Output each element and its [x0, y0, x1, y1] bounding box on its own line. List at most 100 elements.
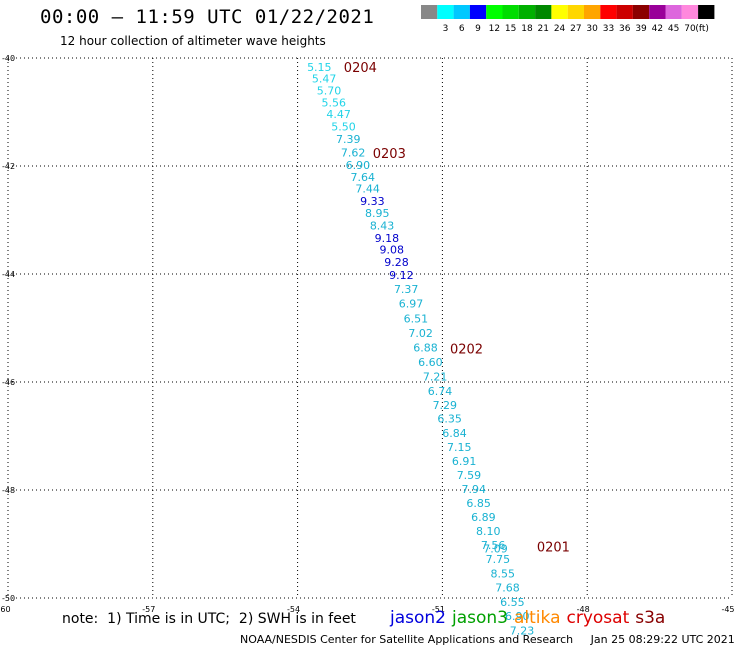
wave-height-value: 8.10 — [476, 525, 501, 538]
y-tick-label: -46 — [2, 378, 15, 387]
colorbar-swatch — [665, 5, 682, 19]
y-tick-label: -44 — [2, 270, 15, 279]
wave-height-value: 7.29 — [433, 399, 458, 412]
time-label: 0202 — [450, 343, 483, 358]
wave-height-value: 7.56 — [481, 539, 506, 552]
wave-height-value: 7.39 — [336, 133, 361, 146]
x-tick-label: -48 — [577, 605, 590, 614]
colorbar-unit: (ft) — [695, 24, 709, 34]
colorbar-swatch — [567, 5, 584, 19]
colorbar-label: 70 — [684, 24, 696, 34]
wave-height-value: 9.33 — [360, 195, 385, 208]
wave-height-value: 4.47 — [326, 108, 351, 121]
satellite-altika: altika — [514, 608, 561, 628]
wave-height-value: 7.23 — [510, 624, 535, 637]
wave-height-value: 7.68 — [495, 582, 520, 595]
x-tick-label: -54 — [287, 605, 300, 614]
wave-height-value: 7.44 — [355, 183, 380, 196]
colorbar-swatch — [600, 5, 617, 19]
wave-height-value: 9.28 — [384, 256, 409, 269]
note-text: note: 1) Time is in UTC; 2) SWH is in fe… — [62, 611, 356, 627]
wave-height-value: 5.15 — [307, 61, 332, 74]
page-title: 00:00 – 11:59 UTC 01/22/2021 — [40, 6, 375, 28]
y-tick-label: -50 — [2, 594, 15, 603]
colorbar-swatch — [632, 5, 650, 19]
colorbar-label: 21 — [538, 24, 549, 34]
wave-height-value: 6.74 — [428, 385, 453, 398]
colorbar-swatch — [421, 5, 438, 19]
wave-height-value: 5.56 — [322, 96, 347, 109]
wave-height-value: 5.50 — [331, 121, 356, 134]
wave-height-value: 6.91 — [452, 455, 477, 468]
x-tick-label: -60 — [0, 605, 11, 614]
wave-height-value: 6.90 — [505, 610, 530, 623]
colorbar-label: 18 — [521, 24, 533, 34]
wave-height-value: 7.02 — [408, 327, 433, 340]
page-subtitle: 12 hour collection of altimeter wave hei… — [60, 34, 326, 48]
colorbar-swatch — [453, 5, 470, 19]
wave-height-value: 7.09 — [483, 542, 508, 555]
wave-height-value: 8.55 — [490, 568, 515, 581]
wave-height-value: 7.21 — [423, 371, 448, 384]
wave-height-value: 6.60 — [418, 356, 443, 369]
wave-height-value: 6.84 — [442, 427, 467, 440]
colorbar-swatch — [469, 5, 487, 19]
x-tick-label: -51 — [432, 605, 445, 614]
wave-height-value: 7.75 — [486, 553, 511, 566]
colorbar-swatch — [616, 5, 633, 19]
colorbar-swatch — [518, 5, 536, 19]
wave-height-value: 6.89 — [471, 511, 496, 524]
colorbar-label: 24 — [554, 24, 566, 34]
wave-height-value: 6.88 — [413, 341, 438, 354]
wave-height-value: 6.35 — [437, 413, 462, 426]
y-tick-label: -40 — [2, 54, 15, 63]
colorbar-label: 3 — [443, 24, 449, 34]
wave-height-value: 9.18 — [375, 232, 400, 245]
x-tick-label: -45 — [721, 605, 734, 614]
wave-height-value: 5.70 — [317, 84, 342, 97]
wave-height-value: 7.94 — [462, 483, 487, 496]
y-tick-label: -48 — [2, 486, 15, 495]
colorbar-label: 39 — [635, 24, 647, 34]
colorbar-swatch — [698, 5, 715, 19]
colorbar-swatch — [584, 5, 601, 19]
satellite-cryosat: cryosat — [566, 608, 630, 628]
wave-height-value: 7.64 — [351, 171, 376, 184]
wave-height-value: 6.97 — [399, 298, 424, 311]
colorbar-label: 45 — [668, 24, 679, 34]
colorbar-swatch — [486, 5, 503, 19]
credit-text: NOAA/NESDIS Center for Satellite Applica… — [240, 633, 735, 646]
wave-height-value: 7.62 — [341, 147, 366, 160]
y-tick-label: -42 — [2, 162, 15, 171]
wave-height-value: 6.85 — [466, 497, 491, 510]
time-label: 0201 — [537, 541, 570, 556]
satellite-jason3: jason3 — [452, 608, 508, 628]
wave-height-value: 9.12 — [389, 269, 414, 282]
satellite-s3a: s3a — [635, 608, 666, 628]
colorbar-swatch — [535, 5, 552, 19]
wave-height-value: 9.08 — [379, 244, 404, 257]
colorbar-swatch — [681, 5, 699, 19]
colorbar-swatch — [437, 5, 454, 19]
wave-height-value: 6.55 — [500, 596, 525, 609]
colorbar-label: 9 — [475, 24, 481, 34]
wave-height-value: 8.43 — [370, 219, 395, 232]
colorbar-label: 6 — [459, 24, 465, 34]
colorbar-label: 15 — [505, 24, 516, 34]
satellite-jason2: jason2 — [390, 608, 446, 628]
wave-height-value: 7.37 — [394, 283, 419, 296]
color-legend: 3 6 9 12 15 18 21 24 27 30 33 36 39 42 45 70 (ft) — [421, 5, 715, 34]
colorbar-label: 12 — [489, 24, 500, 34]
colorbar-label: 27 — [570, 24, 581, 34]
colorbar-label: 33 — [603, 24, 614, 34]
colorbar-swatch — [551, 5, 568, 19]
wave-height-value: 6.51 — [404, 312, 429, 325]
wave-height-value: 7.15 — [447, 441, 472, 454]
wave-height-value: 6.90 — [346, 159, 371, 172]
colorbar-swatch — [502, 5, 519, 19]
colorbar-swatch — [649, 5, 666, 19]
time-label: 0204 — [344, 61, 377, 76]
wave-height-value: 5.47 — [312, 73, 337, 86]
